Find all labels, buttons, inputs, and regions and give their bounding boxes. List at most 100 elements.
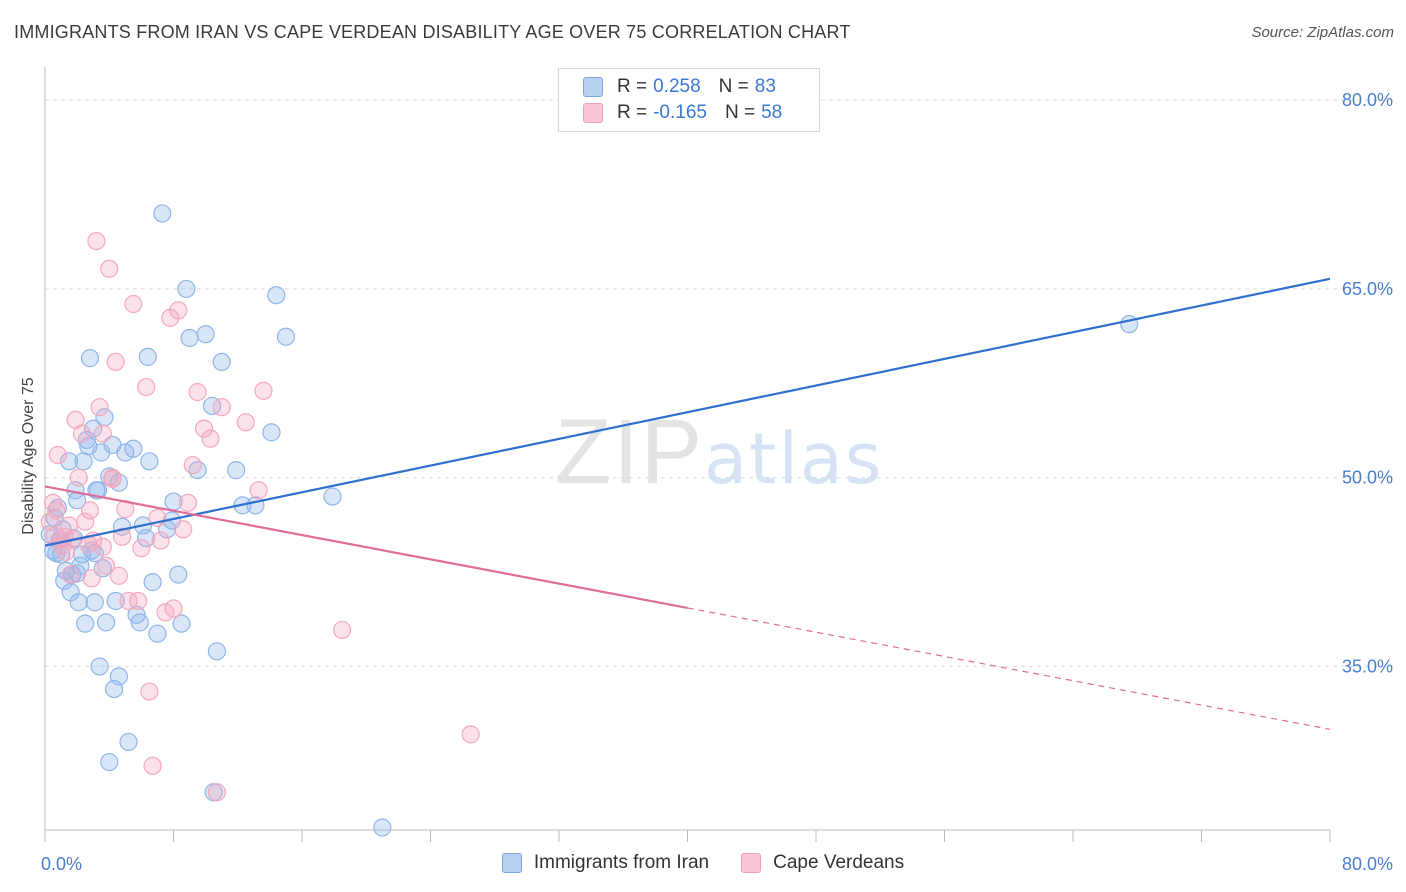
series-points-0: [40, 204, 1139, 837]
data-point: [143, 573, 162, 592]
series-swatch-iran: [501, 853, 522, 873]
y-tick-label: 35.0%: [1342, 656, 1393, 676]
data-point: [333, 620, 352, 640]
data-point: [212, 352, 231, 371]
x-tick-label: 0.0%: [41, 854, 82, 874]
data-point: [254, 381, 273, 400]
data-point: [119, 591, 138, 611]
data-point: [93, 424, 112, 443]
data-point: [74, 452, 93, 471]
data-point: [76, 512, 95, 531]
data-point: [194, 419, 214, 438]
series-label-cape-verdean: Cape Verdeans: [773, 852, 905, 873]
data-point: [169, 301, 188, 320]
data-point: [140, 682, 159, 701]
data-point: [85, 593, 104, 612]
y-axis-label: Disability Age Over 75: [20, 377, 37, 535]
data-point: [88, 481, 108, 500]
data-point: [87, 232, 106, 251]
trend-lines: [44, 277, 1331, 730]
legend-swatch-iran: [583, 77, 603, 97]
watermark: ZIPatlas: [555, 400, 883, 505]
x-tick-label: 80.0%: [1342, 854, 1393, 874]
data-point: [236, 413, 255, 432]
chart-title: IMMIGRANTS FROM IRAN VS CAPE VERDEAN DIS…: [14, 22, 851, 42]
data-point: [143, 756, 162, 775]
data-point: [69, 593, 88, 612]
data-point: [212, 398, 231, 417]
data-point: [124, 439, 143, 458]
data-point: [72, 424, 92, 443]
data-point: [69, 468, 88, 487]
watermark-atlas: atlas: [704, 418, 884, 500]
legend-n-value: 83: [754, 76, 776, 97]
grid-lines: [45, 99, 1393, 667]
data-point: [267, 286, 286, 305]
series-legend-cape-verdean[interactable]: Cape Verdeans: [741, 852, 904, 874]
data-point: [112, 527, 132, 546]
data-point: [109, 667, 128, 686]
data-point: [183, 455, 202, 475]
legend-row-iran: R = 0.258 N = 83: [583, 75, 776, 99]
data-point: [180, 328, 199, 348]
data-point: [178, 493, 198, 512]
data-point: [177, 279, 196, 299]
data-point: [80, 349, 100, 368]
data-point: [82, 569, 101, 588]
data-point: [207, 783, 226, 802]
y-tick-label: 80.0%: [1342, 90, 1393, 110]
data-point: [137, 528, 156, 548]
source-label: Source: ZipAtlas.com: [1251, 24, 1394, 41]
legend-row-cape-verdean: R = -0.165 N = 58: [583, 101, 782, 125]
data-point: [84, 419, 103, 438]
y-tick-label: 65.0%: [1342, 279, 1393, 299]
watermark-zip: ZIP: [555, 401, 705, 503]
data-point: [47, 501, 66, 520]
data-point: [96, 556, 116, 575]
trend-line-0: [44, 277, 1331, 547]
legend-n-value: 58: [761, 102, 783, 123]
series-points-1: [40, 232, 480, 802]
data-point: [106, 352, 125, 371]
data-point: [76, 614, 95, 633]
stats-legend: R = 0.258 N = 83 R = -0.165 N = 58: [558, 68, 820, 132]
data-point: [103, 469, 122, 489]
data-point: [196, 325, 215, 344]
data-point: [119, 732, 138, 752]
legend-r-label: R =: [617, 76, 648, 97]
data-point: [202, 396, 222, 416]
trend-line-1: [44, 485, 688, 609]
data-point: [130, 613, 149, 632]
data-point: [137, 377, 156, 397]
data-point: [80, 501, 100, 520]
data-point: [109, 566, 128, 585]
data-point: [373, 818, 392, 837]
data-point: [90, 657, 109, 676]
data-point: [100, 259, 119, 278]
data-point: [201, 429, 220, 448]
data-point: [188, 461, 207, 480]
legend-n-label: N =: [718, 76, 749, 97]
data-point: [164, 599, 183, 618]
y-tick-label: 50.0%: [1342, 468, 1393, 488]
legend-r-value: -0.165: [653, 102, 707, 123]
data-point: [169, 565, 188, 584]
series-swatch-cape-verdean: [741, 853, 762, 873]
data-point: [172, 614, 191, 633]
data-point: [61, 565, 80, 584]
data-point: [138, 347, 157, 366]
data-point: [207, 642, 226, 661]
data-point: [40, 512, 59, 531]
data-point: [148, 624, 167, 643]
data-points: [40, 204, 1139, 837]
data-point: [227, 461, 246, 480]
data-point: [461, 725, 480, 744]
data-point: [246, 496, 265, 515]
data-point: [59, 452, 79, 471]
data-point: [90, 398, 109, 417]
legend-n-label: N =: [724, 102, 756, 123]
legend-swatch-cape-verdean: [583, 103, 603, 123]
data-point: [93, 537, 112, 556]
axes: [44, 67, 1331, 842]
series-legend-iran[interactable]: Immigrants from Iran: [501, 852, 709, 874]
